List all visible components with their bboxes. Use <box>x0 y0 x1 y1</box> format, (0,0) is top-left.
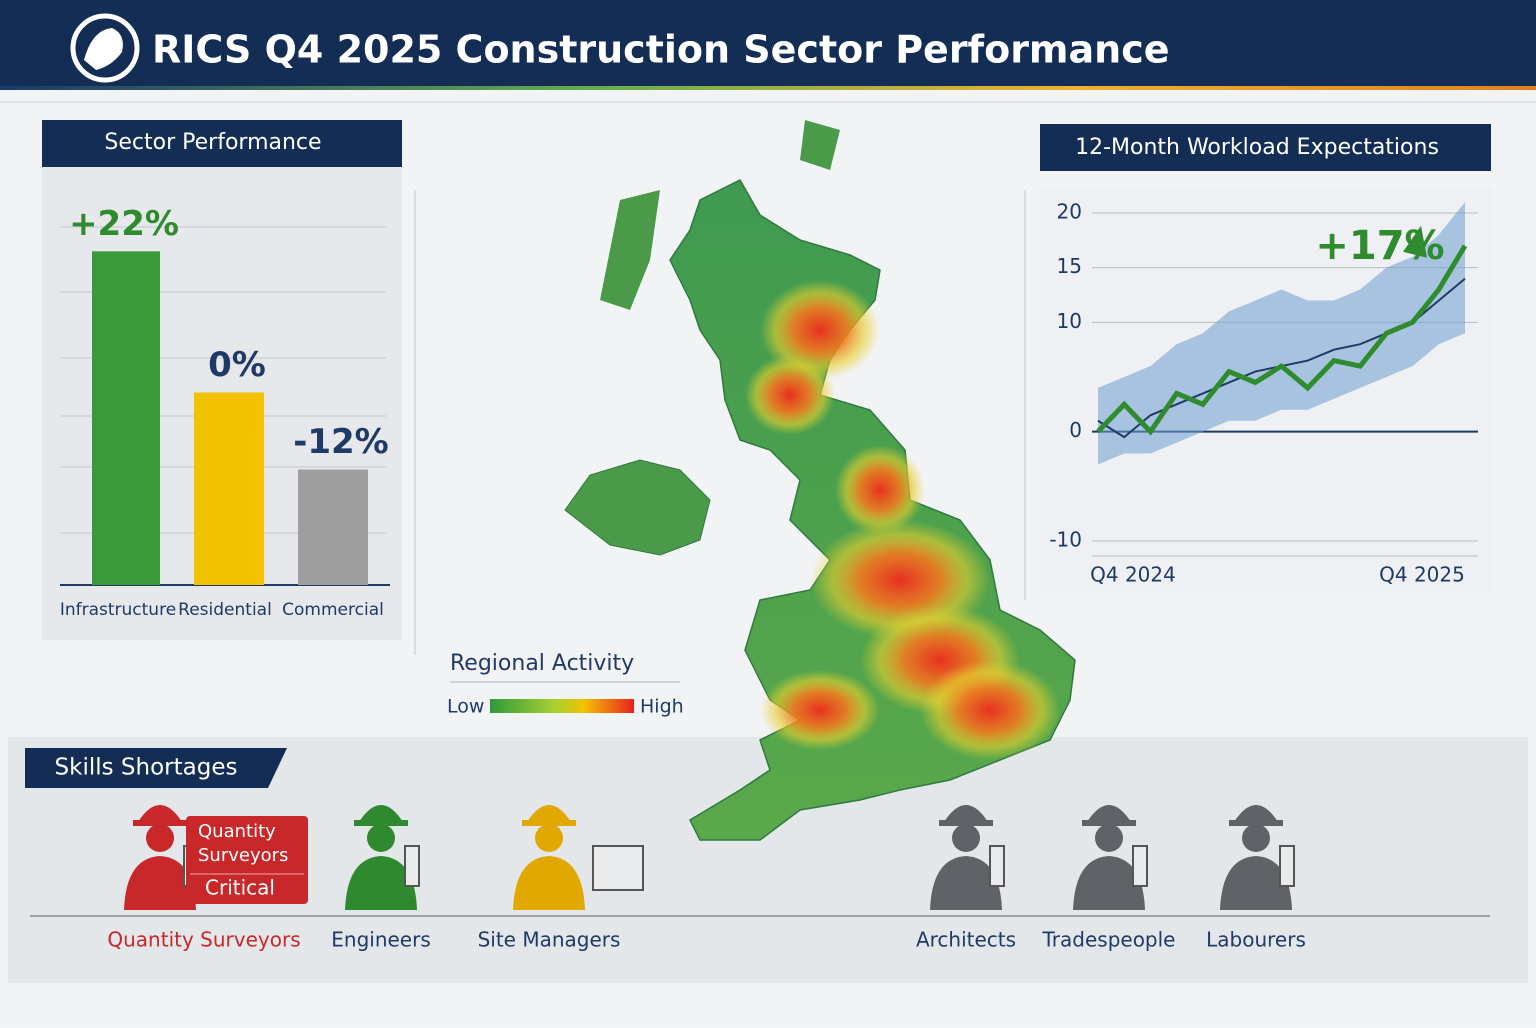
worker-icon <box>930 805 1005 910</box>
body <box>513 856 585 910</box>
skill-label: Labourers <box>1206 928 1306 952</box>
body <box>930 856 1002 910</box>
panel-title-bar <box>1040 124 1491 171</box>
worker-icon <box>513 805 644 910</box>
hat-brim <box>1229 820 1283 826</box>
legend-low: Low <box>447 696 484 718</box>
hard-hat <box>1087 805 1131 822</box>
map-legend-title: Regional Activity <box>450 651 634 676</box>
head <box>535 824 563 852</box>
worker-icon <box>1073 805 1148 910</box>
series-line <box>1096 244 1468 436</box>
bar <box>194 392 264 585</box>
arrow-head <box>1403 225 1427 258</box>
y-tick-label: -10 <box>1049 528 1082 552</box>
hat-brim <box>1082 820 1136 826</box>
body <box>345 856 417 910</box>
skills-title-bar <box>25 748 287 788</box>
worker-icon <box>1220 805 1295 910</box>
y-tick-label: 0 <box>1069 418 1082 442</box>
header-bar <box>0 0 1536 86</box>
hard-hat <box>359 805 403 822</box>
category-label: Infrastructure <box>60 600 176 620</box>
category-label: Commercial <box>282 600 384 620</box>
legend-gradient <box>490 699 634 713</box>
bar <box>298 469 368 585</box>
tool <box>989 845 1005 887</box>
legend-high: High <box>640 696 684 718</box>
panel-title-bar <box>42 120 402 167</box>
tool <box>1132 845 1148 887</box>
skills-title: Skills Shortages <box>55 755 238 781</box>
hard-hat <box>1234 805 1278 822</box>
callout-word: Quantity <box>198 821 276 842</box>
hard-hat <box>527 805 571 822</box>
value-label: +22% <box>69 204 179 244</box>
panel-title: Sector Performance <box>104 130 321 155</box>
callout-name: Quantity Surveyors <box>198 821 288 866</box>
head <box>1095 824 1123 852</box>
callout-box <box>186 816 308 904</box>
value-label: -12% <box>293 422 389 462</box>
tool <box>592 845 644 891</box>
x-tick-label: Q4 2025 <box>1379 563 1465 587</box>
skill-label: Tradespeople <box>1042 928 1176 952</box>
hard-hat <box>944 805 988 822</box>
skill-label: Quantity Surveyors <box>107 928 300 952</box>
skill-label: Engineers <box>331 928 431 952</box>
y-tick-label: 15 <box>1057 254 1082 278</box>
callout-word: Surveyors <box>198 845 288 866</box>
bar <box>92 251 160 586</box>
uk-map <box>564 120 1076 841</box>
skill-label: Architects <box>916 928 1016 952</box>
category-label: Residential <box>178 600 272 620</box>
hat-brim <box>522 820 576 826</box>
head <box>146 824 174 852</box>
page-title: RICS Q4 2025 Construction Sector Perform… <box>152 28 1170 72</box>
head <box>367 824 395 852</box>
hat-brim <box>133 820 187 826</box>
head <box>952 824 980 852</box>
value-label: 0% <box>208 345 266 385</box>
annotation: +17% <box>1315 223 1444 269</box>
hard-hat <box>138 805 182 822</box>
head <box>1242 824 1270 852</box>
y-tick-label: 20 <box>1057 200 1082 224</box>
tool <box>1279 845 1295 887</box>
body <box>1220 856 1292 910</box>
body <box>1073 856 1145 910</box>
worker-icon <box>345 805 420 910</box>
header-stripe <box>0 86 1536 90</box>
y-tick-label: 10 <box>1057 309 1082 333</box>
callout-status: Critical <box>205 876 275 900</box>
hat-brim <box>939 820 993 826</box>
panel-title: 12-Month Workload Expectations <box>1075 135 1439 160</box>
x-tick-label: Q4 2024 <box>1090 563 1176 587</box>
tool <box>404 845 420 887</box>
body <box>124 856 196 910</box>
skill-label: Site Managers <box>478 928 621 952</box>
hat-brim <box>354 820 408 826</box>
logo <box>70 13 140 83</box>
